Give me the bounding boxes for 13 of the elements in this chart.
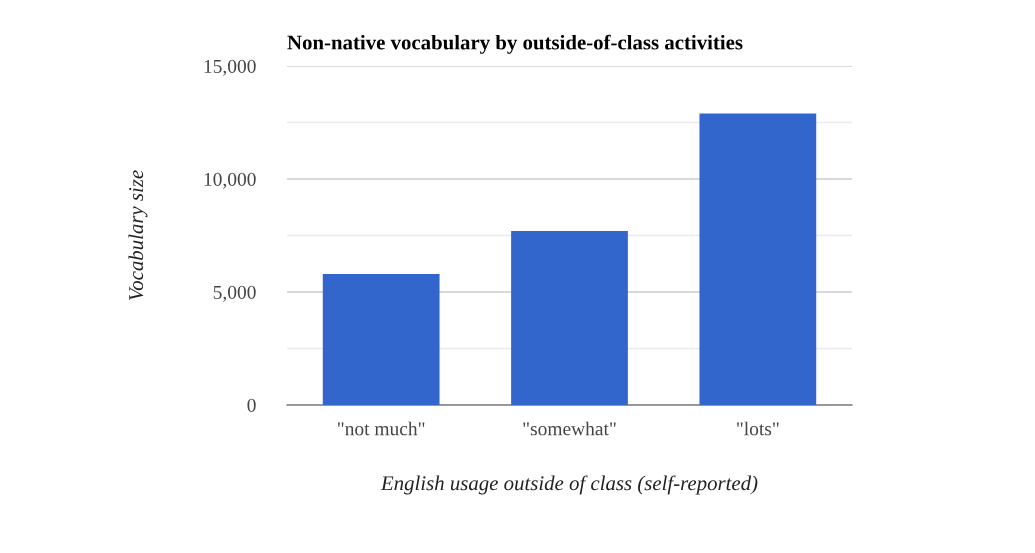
chart-title: Non-native vocabulary by outside-of-class activities: [287, 34, 743, 54]
x-tick-label: "not much": [337, 421, 425, 436]
x-tick-label: "lots": [737, 421, 779, 436]
bar: [322, 273, 440, 405]
y-tick-label: 0: [247, 398, 256, 412]
x-tick-label: "somewhat": [523, 421, 616, 436]
bar: [699, 113, 817, 405]
x-axis-title: English usage outside of class (self-reported): [380, 475, 758, 495]
bar: [511, 230, 628, 405]
y-tick-label: 10,000: [204, 172, 256, 189]
y-tick-label: 5,000: [213, 285, 256, 302]
y-axis-title: Vocabulary size: [128, 170, 148, 301]
y-tick-label: 15,000: [204, 59, 256, 76]
